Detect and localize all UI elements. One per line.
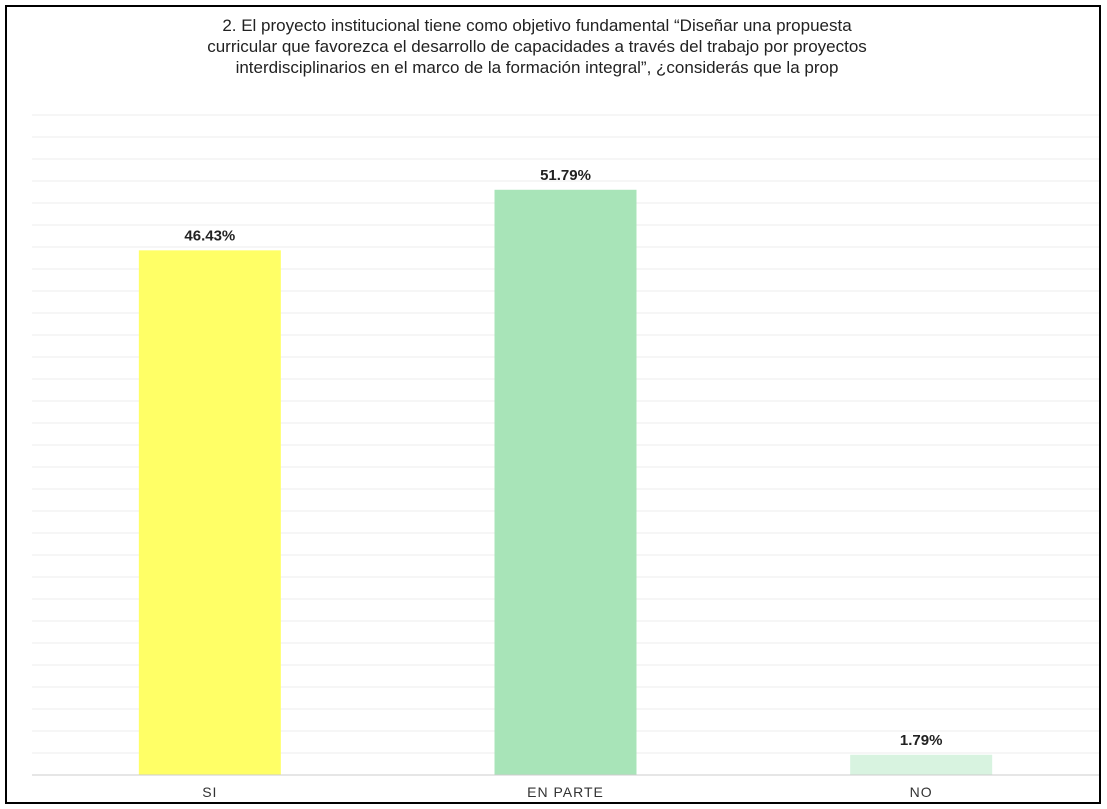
chart-title-line-3: interdisciplinarios en el marco de la fo…: [235, 58, 839, 77]
bar-en-parte: [494, 189, 637, 775]
data-label-si: 46.43%: [184, 227, 235, 244]
chart-title-line-2: curricular que favorezca el desarrollo d…: [207, 37, 867, 56]
category-label-en-parte: EN PARTE: [527, 784, 604, 800]
bar-chart: 46.43% SI 51.79% EN PARTE 1.79% NO: [32, 114, 1099, 800]
category-label-no: NO: [910, 784, 933, 800]
bar-no: [850, 754, 993, 775]
data-label-no: 1.79%: [900, 732, 943, 749]
chart-title-line-1: 2. El proyecto institucional tiene como …: [222, 16, 852, 35]
bar-si: [138, 250, 281, 775]
data-label-en-parte: 51.79%: [540, 167, 591, 184]
chart-title: 2. El proyecto institucional tiene como …: [107, 15, 967, 78]
chart-frame: 2. El proyecto institucional tiene como …: [5, 5, 1101, 804]
category-label-si: SI: [202, 784, 217, 800]
